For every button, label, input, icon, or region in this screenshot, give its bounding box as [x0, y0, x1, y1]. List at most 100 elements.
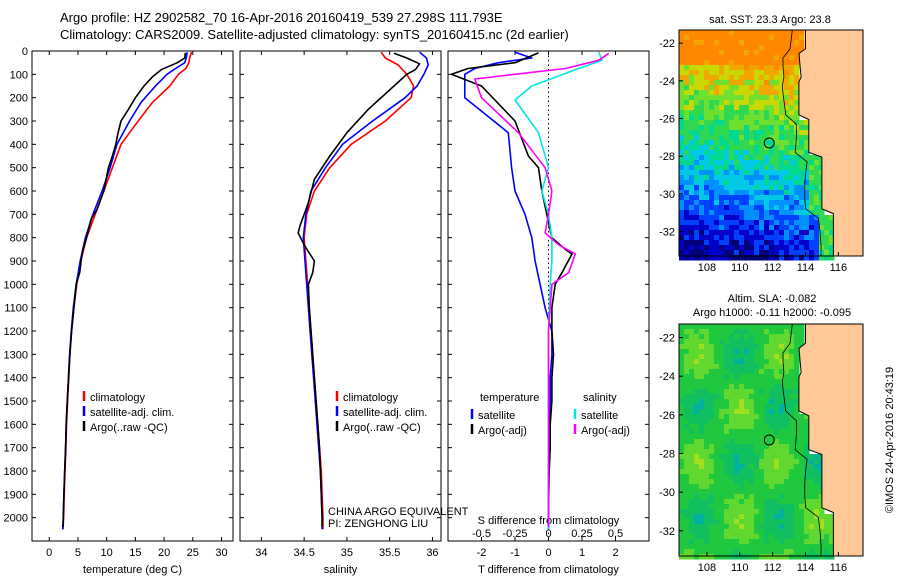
map-cell: [724, 255, 730, 261]
map-cell: [714, 125, 720, 131]
map-cell: [689, 245, 695, 251]
map-cell: [819, 539, 825, 545]
map-cell: [689, 85, 695, 91]
map-cell: [734, 245, 740, 251]
map-cell: [724, 215, 730, 221]
map-cell: [734, 215, 740, 221]
map-cell: [779, 55, 785, 61]
map-cell: [809, 195, 815, 201]
map-cell: [819, 230, 825, 236]
map-cell: [814, 200, 820, 206]
map-cell: [739, 155, 745, 161]
map-cell: [759, 245, 765, 251]
map-cell: [704, 509, 710, 515]
map-cell: [779, 30, 785, 36]
map-cell: [699, 105, 705, 111]
map-cell: [759, 389, 765, 395]
map-cell: [739, 45, 745, 51]
map-cell: [754, 70, 760, 76]
map-cell: [779, 65, 785, 71]
map-cell: [709, 90, 715, 96]
map-cell: [719, 359, 725, 365]
map-cell: [679, 30, 685, 36]
map-cell: [734, 70, 740, 76]
map-cell: [749, 339, 755, 345]
map-cell: [819, 245, 825, 251]
map-cell: [729, 354, 735, 360]
map-cell: [754, 245, 760, 251]
map-cell: [724, 100, 730, 106]
map-cell: [799, 125, 805, 131]
map-cell: [739, 160, 745, 166]
map-cell: [764, 110, 770, 116]
map-cell: [789, 379, 795, 385]
map-cell: [739, 374, 745, 380]
map-cell: [764, 135, 770, 141]
map-cell: [799, 35, 805, 41]
map-cell: [734, 185, 740, 191]
map-cell: [699, 429, 705, 435]
map-cell: [679, 504, 685, 510]
map-cell: [679, 160, 685, 166]
x-tick-label: 0: [46, 547, 52, 559]
map-cell: [724, 384, 730, 390]
map-cell: [779, 454, 785, 460]
map-cell: [704, 65, 710, 71]
map-cell: [709, 235, 715, 241]
map-cell: [784, 349, 790, 355]
map-cell: [724, 489, 730, 495]
map-cell: [744, 75, 750, 81]
map-cell: [769, 384, 775, 390]
map-cell: [794, 474, 800, 480]
map-cell: [694, 155, 700, 161]
map-cell: [794, 419, 800, 425]
map-cell: [694, 524, 700, 530]
map-cell: [709, 45, 715, 51]
x-tick-label: 0: [545, 547, 551, 559]
map-cell: [764, 100, 770, 106]
map-cell: [774, 449, 780, 455]
map-cell: [704, 414, 710, 420]
map-cell: [744, 150, 750, 156]
map-cell: [719, 434, 725, 440]
map-cell: [734, 105, 740, 111]
map-cell: [769, 135, 775, 141]
map-cell: [794, 359, 800, 365]
map-cell: [769, 90, 775, 96]
map-cell: [724, 235, 730, 241]
map-y-tick-label: -28: [659, 151, 675, 163]
map-cell: [774, 494, 780, 500]
map-cell: [724, 50, 730, 56]
map-cell: [784, 479, 790, 485]
map-cell: [694, 65, 700, 71]
x-tick-label: 36: [426, 547, 438, 559]
map-cell: [759, 379, 765, 385]
map-cell: [699, 65, 705, 71]
map-cell: [744, 125, 750, 131]
map-cell: [759, 150, 765, 156]
map-cell: [774, 100, 780, 106]
map-cell: [779, 369, 785, 375]
map-cell: [709, 444, 715, 450]
map-cell: [769, 195, 775, 201]
map-cell: [784, 165, 790, 171]
map-cell: [769, 85, 775, 91]
map-cell: [694, 40, 700, 46]
map-cell: [724, 155, 730, 161]
map-cell: [719, 130, 725, 136]
map-cell: [694, 205, 700, 211]
depth-tick-label: 900: [10, 256, 28, 268]
map-cell: [754, 155, 760, 161]
map-cell: [774, 85, 780, 91]
map-cell: [729, 255, 735, 261]
map-cell: [744, 514, 750, 520]
map-cell: [759, 329, 765, 335]
map-cell: [694, 60, 700, 66]
map-cell: [689, 120, 695, 126]
map-cell: [699, 60, 705, 66]
map-cell: [714, 210, 720, 216]
map-cell: [729, 534, 735, 540]
map-cell: [774, 529, 780, 535]
map-cell: [699, 135, 705, 141]
map-cell: [709, 484, 715, 490]
